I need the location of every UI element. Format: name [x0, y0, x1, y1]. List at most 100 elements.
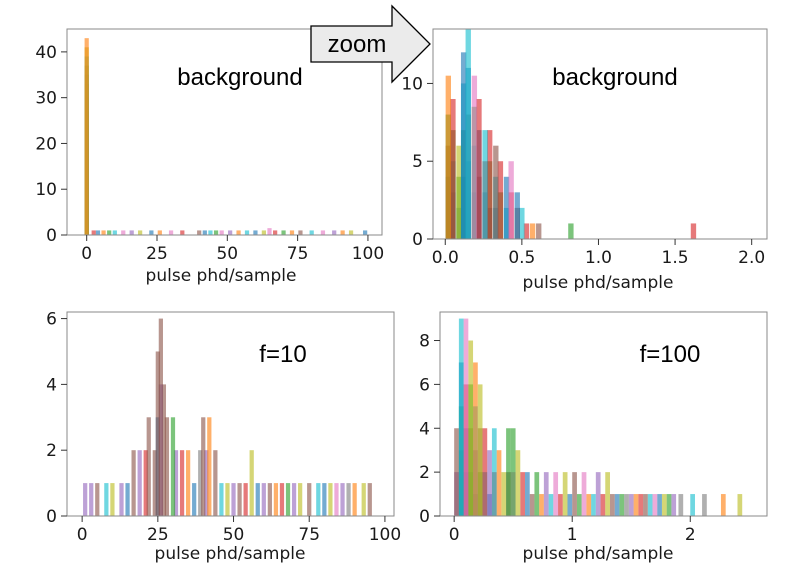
histogram-bar	[180, 230, 185, 235]
y-tick-label: 4	[46, 375, 57, 395]
histogram-bar	[543, 472, 549, 516]
histogram-bar	[600, 494, 606, 516]
histogram-bar	[146, 417, 151, 516]
histogram-bar	[529, 223, 536, 239]
histogram-bar	[471, 75, 478, 239]
histogram-bar	[450, 99, 456, 239]
histogram-bar	[463, 318, 469, 516]
histogram-bar	[207, 417, 212, 516]
zoom-arrow-shape	[310, 4, 431, 84]
histogram-bar	[249, 450, 254, 516]
plot-frame	[66, 28, 383, 236]
histogram-bar	[202, 230, 207, 235]
histogram-bar	[143, 450, 148, 516]
histogram-bar	[125, 483, 130, 516]
histogram-bar	[89, 483, 94, 516]
histogram-bar	[619, 494, 625, 516]
histogram-bar	[309, 230, 314, 235]
histogram-bar	[520, 472, 525, 516]
histogram-bar	[487, 450, 492, 516]
histogram-bar	[198, 450, 203, 516]
histogram-bar	[244, 230, 250, 235]
histogram-bar	[137, 450, 142, 516]
histogram-bar	[107, 230, 112, 235]
histogram-bar	[496, 450, 502, 516]
histogram-bar	[671, 494, 677, 516]
histogram-bar	[225, 483, 230, 516]
histogram-bar	[605, 472, 610, 516]
histogram-bar	[567, 494, 573, 516]
plot-frame	[66, 311, 395, 517]
histogram-bar	[213, 230, 219, 235]
histogram-bar	[614, 494, 620, 516]
histogram-bar	[173, 450, 179, 516]
zoom-callout-arrow: zoom	[310, 4, 431, 84]
histogram-bar	[581, 472, 587, 516]
histogram-bar	[84, 38, 89, 235]
histogram-bar	[332, 230, 337, 235]
histogram-bar	[539, 494, 544, 516]
y-tick-label: 6	[419, 375, 430, 395]
histogram-bar	[83, 483, 88, 516]
histogram-bar	[529, 494, 535, 516]
histogram-bar	[652, 494, 658, 516]
x-tick-label: 0.0	[432, 248, 459, 268]
x-tick-label: 0	[81, 244, 92, 264]
histogram-bar	[243, 483, 248, 516]
histogram-bar	[465, 29, 471, 239]
histogram-panel-background-zoom: background pulse phd/sample 0.0 0.5 1.0 1.5…	[401, 28, 768, 293]
histogram-bar	[661, 494, 667, 516]
histogram-bar	[553, 472, 559, 516]
y-tick-label: 0	[46, 507, 57, 527]
histogram-bar	[307, 483, 312, 516]
histogram-bar	[219, 230, 224, 235]
zoom-label: zoom	[328, 31, 387, 58]
histogram-bar	[291, 483, 297, 516]
histogram-bar	[361, 483, 366, 516]
histogram-bar	[219, 483, 224, 516]
panel-annotation: background	[177, 64, 302, 91]
panel-annotation: f=10	[259, 341, 306, 368]
x-tick-label: 0	[77, 525, 88, 545]
histogram-bar	[568, 223, 574, 239]
histogram-bar	[497, 161, 504, 239]
histogram-bar	[482, 428, 488, 516]
histogram-bar	[720, 494, 726, 516]
histogram-bar	[237, 483, 242, 516]
histogram-bar	[273, 483, 279, 516]
histogram-bar	[534, 472, 540, 516]
histogram-bar	[609, 494, 615, 516]
histogram-bar	[131, 450, 136, 516]
histogram-bar	[491, 428, 497, 516]
histogram-bar	[477, 384, 483, 516]
histogram-bar	[678, 494, 684, 516]
histogram-bar	[536, 223, 542, 239]
x-tick-label: 50	[216, 244, 238, 264]
histogram-bar	[104, 483, 109, 516]
plot-frame	[432, 28, 768, 240]
plot-frame	[439, 311, 768, 517]
histogram-bar	[267, 483, 272, 516]
histogram-bar	[298, 230, 303, 235]
histogram-bar	[91, 230, 96, 235]
histogram-bar	[458, 318, 464, 516]
histogram-bar	[152, 450, 157, 516]
x-tick-label: 1.5	[662, 248, 689, 268]
histogram-bar	[112, 230, 117, 235]
histogram-bar	[638, 494, 644, 516]
histogram-bar	[468, 340, 474, 516]
histogram-bar	[101, 230, 106, 235]
histogram-bar	[285, 483, 291, 516]
histogram-bar	[320, 230, 326, 235]
y-tick-label: 8	[419, 332, 430, 352]
histogram-bar	[192, 483, 197, 516]
histogram-bar	[690, 223, 697, 239]
histogram-bar	[340, 483, 345, 516]
y-tick-label: 10	[35, 180, 57, 200]
histogram-bar	[454, 428, 459, 516]
histogram-bar	[702, 494, 707, 516]
histogram-bar	[129, 230, 134, 235]
histogram-bar	[261, 483, 266, 516]
histogram-bar	[253, 230, 258, 235]
histogram-panel-f10: f=10 pulse phd/sample 0 25 50 75 100 0 2 4 6	[46, 310, 401, 564]
